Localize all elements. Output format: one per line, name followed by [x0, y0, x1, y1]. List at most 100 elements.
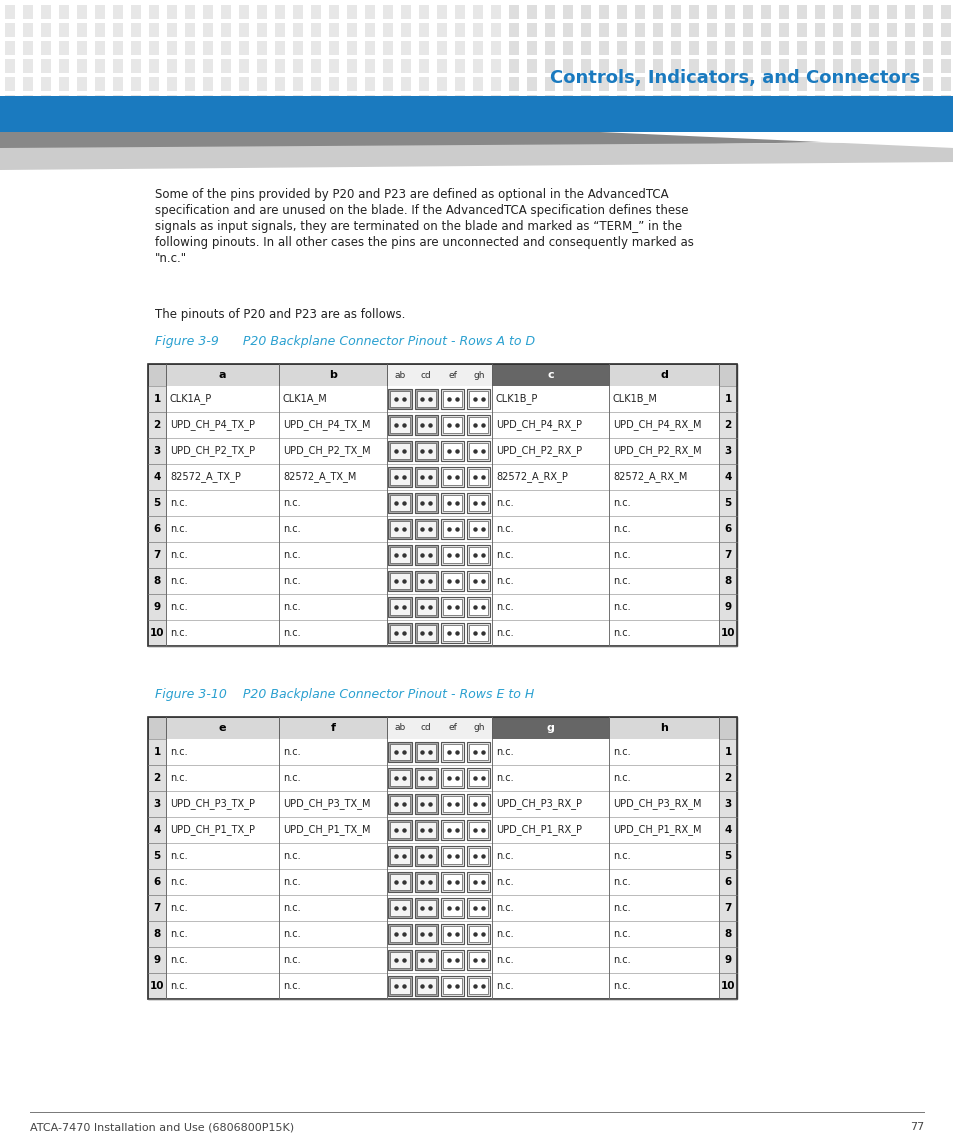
- Bar: [491, 41, 500, 55]
- Bar: [149, 5, 159, 19]
- Bar: [635, 77, 644, 90]
- Bar: [509, 41, 518, 55]
- Bar: [415, 414, 437, 435]
- Text: 82572_A_RX_P: 82572_A_RX_P: [496, 472, 567, 482]
- Bar: [440, 623, 464, 643]
- Bar: [440, 768, 464, 788]
- Bar: [388, 493, 412, 513]
- Bar: [467, 924, 490, 943]
- Bar: [469, 900, 488, 916]
- Bar: [796, 60, 806, 73]
- Bar: [850, 77, 861, 90]
- Bar: [239, 5, 249, 19]
- Bar: [469, 744, 488, 760]
- Text: n.c.: n.c.: [613, 576, 630, 586]
- Bar: [719, 947, 737, 973]
- Text: 3: 3: [153, 799, 160, 810]
- Text: UPD_CH_P3_TX_P: UPD_CH_P3_TX_P: [170, 798, 254, 810]
- Bar: [796, 77, 806, 90]
- Bar: [688, 23, 699, 37]
- Bar: [526, 77, 537, 90]
- Bar: [77, 77, 87, 90]
- Bar: [617, 41, 626, 55]
- Text: UPD_CH_P4_TX_M: UPD_CH_P4_TX_M: [283, 419, 370, 431]
- Bar: [203, 5, 213, 19]
- Text: n.c.: n.c.: [496, 550, 513, 560]
- Text: 1: 1: [153, 747, 160, 757]
- Text: n.c.: n.c.: [283, 981, 300, 992]
- Text: UPD_CH_P3_RX_M: UPD_CH_P3_RX_M: [613, 798, 700, 810]
- Bar: [415, 571, 437, 591]
- Bar: [473, 95, 482, 109]
- Bar: [388, 846, 412, 866]
- Bar: [59, 41, 69, 55]
- Bar: [544, 95, 555, 109]
- Bar: [185, 5, 194, 19]
- Bar: [719, 818, 737, 843]
- Bar: [148, 818, 166, 843]
- Bar: [469, 625, 488, 641]
- Bar: [390, 926, 410, 942]
- Bar: [442, 469, 462, 485]
- Bar: [719, 739, 737, 765]
- Bar: [617, 23, 626, 37]
- Bar: [329, 60, 338, 73]
- Bar: [850, 60, 861, 73]
- Text: 7: 7: [723, 903, 731, 913]
- Bar: [814, 23, 824, 37]
- Bar: [388, 597, 412, 617]
- Bar: [796, 41, 806, 55]
- Bar: [388, 389, 412, 409]
- Bar: [131, 5, 141, 19]
- Bar: [347, 77, 356, 90]
- Bar: [112, 23, 123, 37]
- Text: d: d: [659, 370, 667, 380]
- Bar: [415, 793, 437, 814]
- Bar: [311, 41, 320, 55]
- Text: Controls, Indicators, and Connectors: Controls, Indicators, and Connectors: [549, 69, 919, 87]
- Bar: [442, 390, 462, 406]
- Bar: [23, 60, 33, 73]
- Bar: [724, 23, 734, 37]
- Bar: [440, 493, 464, 513]
- Bar: [148, 895, 166, 921]
- Bar: [148, 973, 737, 998]
- Bar: [390, 848, 410, 864]
- Bar: [904, 23, 914, 37]
- Bar: [41, 95, 51, 109]
- Bar: [724, 5, 734, 19]
- Bar: [388, 414, 412, 435]
- Bar: [526, 23, 537, 37]
- Bar: [365, 23, 375, 37]
- Bar: [442, 417, 462, 433]
- Bar: [390, 822, 410, 838]
- Bar: [418, 77, 429, 90]
- Bar: [526, 41, 537, 55]
- Bar: [148, 843, 737, 869]
- Bar: [923, 5, 932, 19]
- Bar: [149, 60, 159, 73]
- Text: n.c.: n.c.: [613, 929, 630, 939]
- Bar: [779, 41, 788, 55]
- Bar: [59, 23, 69, 37]
- Text: 4: 4: [153, 472, 160, 482]
- Bar: [706, 95, 717, 109]
- Bar: [416, 900, 436, 916]
- Bar: [688, 41, 699, 55]
- Bar: [148, 921, 166, 947]
- Bar: [562, 77, 573, 90]
- Bar: [400, 60, 411, 73]
- Bar: [390, 469, 410, 485]
- Bar: [148, 516, 166, 542]
- Bar: [41, 77, 51, 90]
- Bar: [719, 765, 737, 791]
- Text: n.c.: n.c.: [170, 602, 188, 611]
- Bar: [23, 95, 33, 109]
- Bar: [509, 5, 518, 19]
- Bar: [5, 5, 15, 19]
- Text: "n.c.": "n.c.": [154, 252, 187, 264]
- Text: c: c: [547, 370, 554, 380]
- Text: 9: 9: [723, 955, 731, 965]
- Bar: [5, 60, 15, 73]
- Bar: [221, 23, 231, 37]
